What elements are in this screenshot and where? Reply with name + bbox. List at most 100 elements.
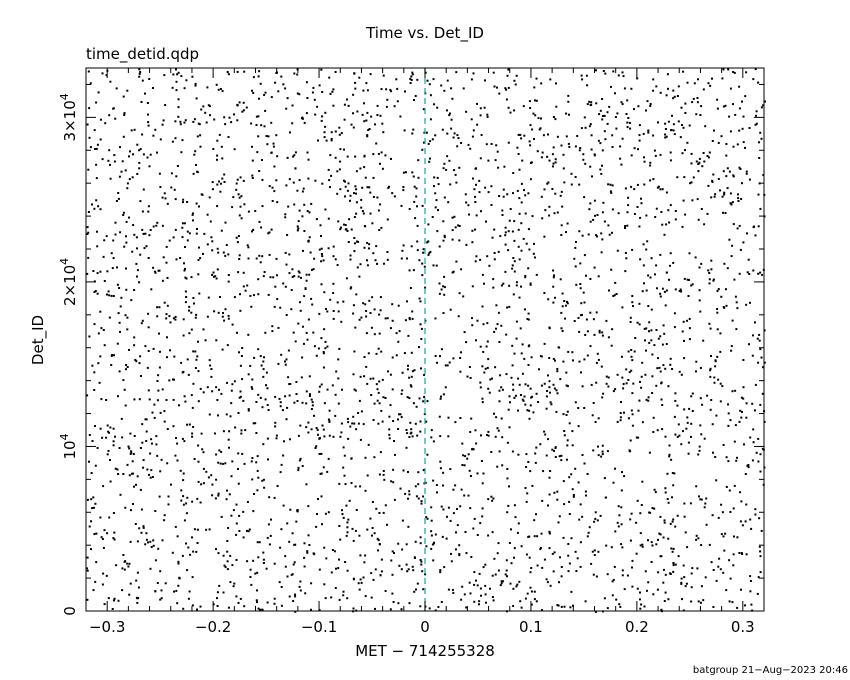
data-point	[552, 276, 555, 279]
data-point	[665, 223, 668, 226]
data-point	[238, 514, 241, 517]
data-point	[468, 469, 471, 472]
data-point	[556, 498, 559, 501]
data-point	[659, 153, 662, 156]
data-point	[691, 283, 694, 286]
data-point	[187, 597, 190, 600]
data-point	[164, 104, 167, 106]
data-point	[373, 308, 376, 311]
data-point	[355, 170, 358, 173]
data-point	[494, 159, 497, 162]
data-point	[573, 320, 576, 322]
data-point	[290, 308, 293, 311]
data-point	[119, 146, 121, 149]
data-point	[368, 186, 371, 189]
data-point	[496, 427, 499, 430]
data-point	[90, 498, 93, 501]
data-point	[168, 379, 171, 382]
data-point	[583, 196, 586, 199]
data-point	[698, 157, 701, 160]
data-point	[108, 294, 111, 297]
data-point	[491, 574, 494, 577]
data-point	[486, 255, 489, 258]
data-point	[293, 401, 296, 404]
data-point	[546, 581, 549, 584]
data-point	[386, 98, 389, 101]
data-point	[271, 330, 274, 333]
data-point	[546, 155, 549, 158]
data-point	[334, 393, 337, 396]
data-point	[335, 370, 338, 373]
data-point	[622, 75, 625, 78]
data-point	[337, 358, 340, 361]
data-point	[380, 88, 383, 91]
data-point	[480, 210, 482, 213]
data-point	[266, 143, 269, 146]
data-point	[752, 441, 755, 444]
data-point	[632, 382, 635, 385]
data-point	[564, 304, 567, 307]
data-point	[441, 128, 444, 131]
data-point	[706, 155, 709, 157]
data-point	[224, 221, 227, 224]
data-point	[722, 535, 725, 538]
data-point	[497, 166, 500, 169]
data-point	[683, 176, 686, 179]
data-point	[148, 78, 151, 80]
data-point	[445, 168, 448, 171]
data-point	[230, 514, 233, 517]
data-point	[366, 528, 369, 531]
x-tick-label: 0.2	[625, 618, 649, 636]
data-point	[721, 511, 724, 514]
data-point	[218, 388, 220, 391]
data-point	[375, 507, 378, 510]
data-point	[234, 426, 237, 429]
data-point	[327, 418, 330, 421]
data-point	[87, 211, 90, 213]
data-point	[487, 434, 490, 437]
data-point	[497, 429, 500, 432]
data-point	[176, 459, 179, 462]
data-point	[317, 433, 319, 436]
data-point	[305, 273, 308, 276]
data-point	[463, 464, 466, 467]
data-point	[501, 436, 504, 439]
data-point	[86, 233, 89, 235]
data-point	[594, 610, 597, 613]
data-point	[498, 400, 501, 403]
data-point	[386, 523, 388, 526]
data-point	[530, 356, 533, 359]
data-point	[614, 116, 617, 118]
data-point	[144, 92, 146, 95]
data-point	[172, 425, 175, 428]
data-point	[421, 274, 424, 277]
data-point	[183, 222, 186, 225]
data-point	[274, 81, 277, 84]
data-point	[527, 228, 530, 231]
data-point	[246, 284, 249, 287]
data-point	[177, 98, 180, 101]
data-point	[346, 155, 349, 158]
data-point	[318, 452, 321, 455]
data-point	[552, 269, 555, 272]
data-point	[401, 519, 404, 522]
data-point	[342, 466, 345, 469]
data-point	[497, 311, 500, 314]
data-point	[478, 179, 481, 182]
data-point	[489, 378, 492, 381]
data-point	[426, 241, 429, 244]
data-point	[241, 347, 244, 349]
data-point	[422, 495, 425, 498]
data-point	[125, 267, 127, 270]
data-point	[582, 291, 585, 294]
data-point	[431, 138, 434, 141]
data-point	[543, 292, 546, 294]
data-point	[113, 160, 116, 163]
data-point	[310, 297, 313, 300]
data-point	[273, 496, 276, 499]
data-point	[366, 135, 369, 138]
data-point	[414, 217, 417, 220]
data-point	[94, 580, 97, 583]
data-point	[635, 521, 638, 524]
data-point	[151, 476, 154, 478]
